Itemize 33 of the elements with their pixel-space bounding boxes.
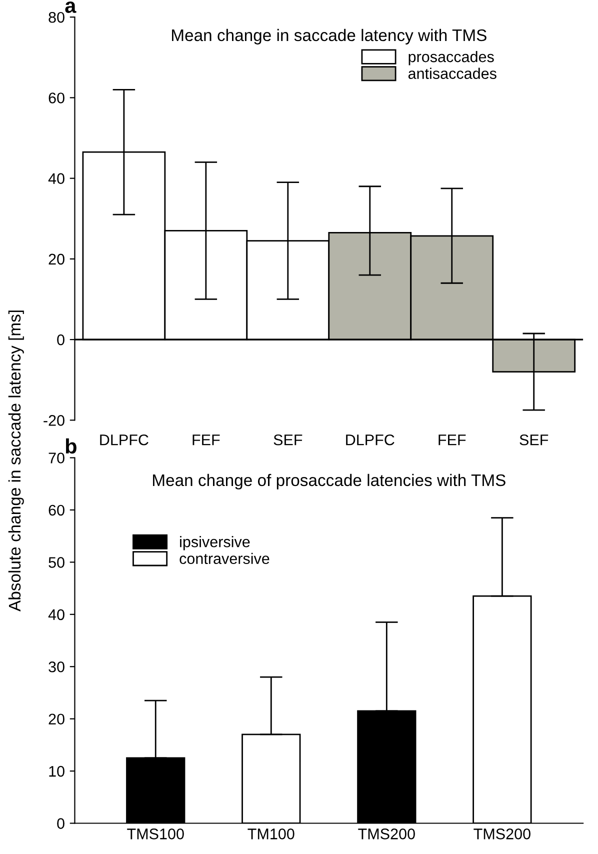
y-tick-label: 80 bbox=[48, 12, 64, 23]
text: Mean change of prosaccade latencies with TMS bbox=[153, 474, 506, 490]
y-tick-label: 10 bbox=[49, 766, 64, 777]
x-tick-label: TM100 bbox=[248, 828, 294, 840]
y-tick-label: 40 bbox=[48, 173, 64, 184]
legend-label: antisaccades bbox=[408, 68, 496, 79]
y-tick-label: 20 bbox=[48, 714, 64, 725]
y-tick-label: 30 bbox=[48, 661, 64, 672]
y-tick-label: 20 bbox=[48, 254, 64, 265]
x-tick-label: TMS200 bbox=[358, 828, 415, 840]
text: Mean change in saccade latency with TMS bbox=[172, 28, 486, 44]
x-tick-label: FEF bbox=[192, 434, 220, 446]
x-tick-label: SEF bbox=[520, 434, 548, 446]
y-tick-label: 0 bbox=[57, 818, 64, 829]
y-axis-title: Absolute change in saccade latency [ms] bbox=[8, 310, 24, 612]
x-tick-label: DLPFC bbox=[346, 434, 394, 446]
y-tick-label: 60 bbox=[48, 504, 64, 516]
y-tick-label: -20 bbox=[44, 415, 64, 426]
legend-label: contraversive bbox=[180, 552, 270, 564]
y-tick-label: 70 bbox=[48, 452, 64, 464]
y-tick-label: 50 bbox=[48, 557, 64, 568]
x-tick-label: DLPFC bbox=[100, 434, 148, 446]
y-tick-label: 0 bbox=[57, 334, 64, 346]
text: a bbox=[65, 2, 76, 13]
y-tick-label: 40 bbox=[48, 609, 64, 620]
legend-label: ipsiversive bbox=[180, 536, 250, 550]
x-tick-label: FEF bbox=[438, 434, 466, 446]
x-tick-label: TMS100 bbox=[127, 828, 184, 840]
text: b bbox=[66, 438, 76, 454]
legend-label: prosaccades bbox=[408, 50, 494, 66]
x-tick-label: TMS200 bbox=[474, 828, 530, 840]
x-tick-label: SEF bbox=[274, 434, 302, 446]
y-tick-label: 60 bbox=[48, 92, 64, 104]
